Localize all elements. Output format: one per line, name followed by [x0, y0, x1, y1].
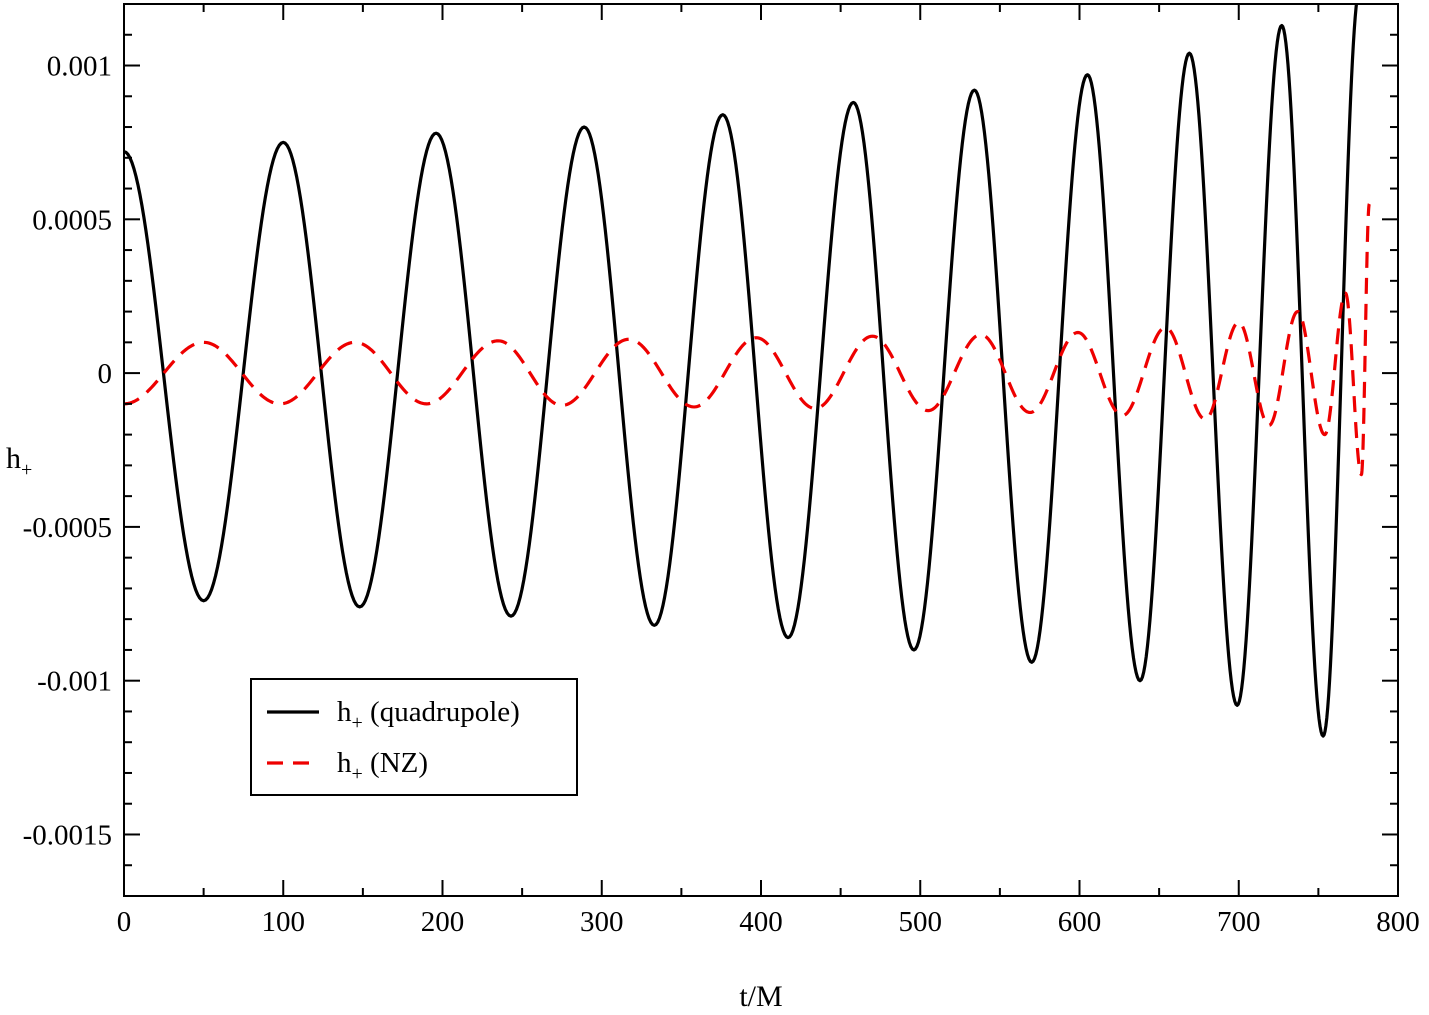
legend-label-sub: +	[352, 763, 363, 785]
legend-box	[250, 678, 578, 796]
legend-entries: h+ (quadrupole)h+ (NZ)	[267, 696, 520, 785]
legend-label: h+ (NZ)	[337, 747, 428, 785]
y-axis-label: h+	[6, 442, 32, 481]
x-tick-label: 300	[580, 906, 624, 938]
series-quadrupole-line	[124, 4, 1359, 738]
legend: h+ (quadrupole)h+ (NZ)	[250, 678, 578, 796]
y-tick-label: -0.0005	[23, 512, 112, 544]
x-tick-label: 800	[1376, 906, 1420, 938]
y-tick-label: -0.001	[37, 666, 112, 698]
x-tick-label: 200	[421, 906, 465, 938]
y-tick-label: 0.001	[47, 51, 112, 83]
x-tick-label: 600	[1058, 906, 1102, 938]
y-tick-labels: 0.001 0.0005 0 -0.0005 -0.001 -0.0015	[23, 51, 112, 852]
legend-label-main: h	[337, 747, 352, 779]
series-nz-line	[124, 202, 1371, 477]
legend-label: h+ (quadrupole)	[337, 696, 520, 734]
y-tick-label: 0.0005	[32, 204, 112, 236]
legend-label-sub: +	[352, 712, 363, 734]
y-tick-label: -0.0015	[23, 819, 112, 851]
legend-label-main: h	[337, 696, 352, 728]
x-tick-label: 0	[117, 906, 132, 938]
y-axis-label-main: h	[6, 442, 21, 475]
legend-label-rest: (NZ)	[363, 747, 428, 779]
x-tick-label: 700	[1217, 906, 1261, 938]
x-axis-label: t/M	[739, 980, 782, 1013]
legend-label-rest: (quadrupole)	[363, 696, 520, 728]
axis-ticks	[123, 4, 1399, 897]
y-axis-label-sub: +	[21, 459, 32, 481]
plot-lines	[124, 4, 1371, 738]
x-tick-label: 400	[739, 906, 783, 938]
x-tick-labels: 0 100 200 300 400 500 600 700 800	[117, 906, 1420, 938]
x-tick-label: 500	[899, 906, 943, 938]
y-tick-label: 0	[98, 358, 113, 390]
x-tick-label: 100	[262, 906, 306, 938]
